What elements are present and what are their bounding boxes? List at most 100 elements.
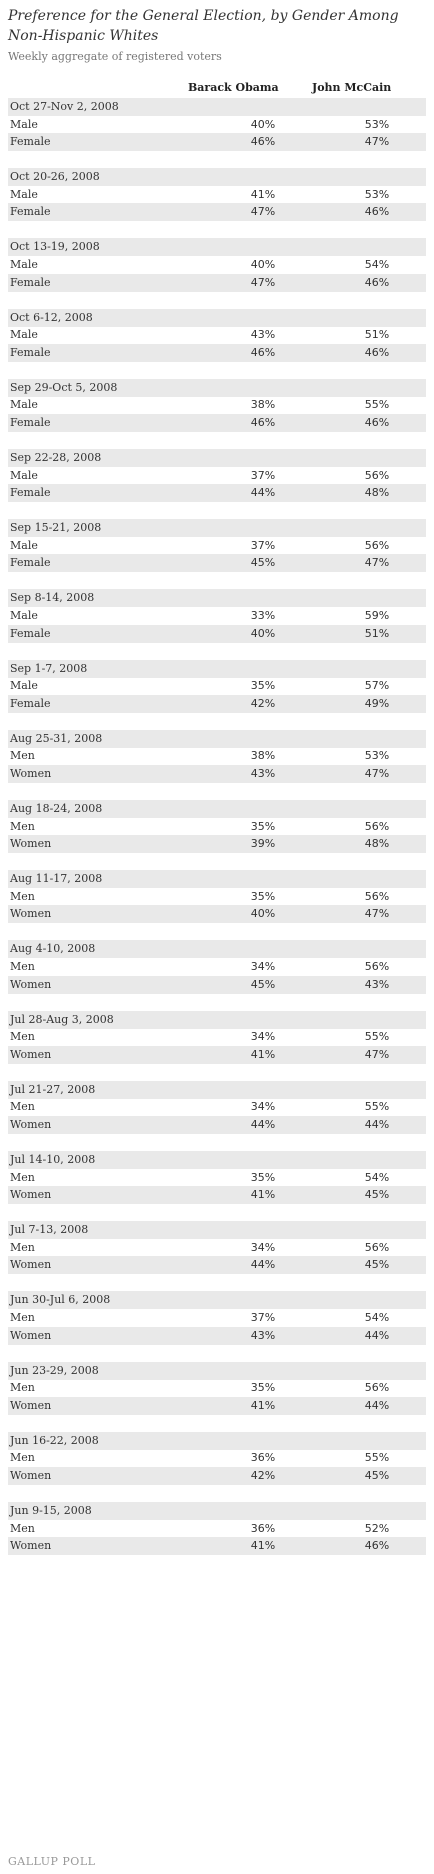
mccain-value: 43% (364, 977, 390, 991)
period-header-row: Sep 15-21, 2008 (8, 519, 426, 538)
mccain-value: 54% (364, 1170, 390, 1184)
group-label: Men (10, 889, 35, 903)
group-label: Male (10, 398, 38, 412)
table-row: Male 40% 53% (8, 116, 426, 134)
period-header-row: Jul 28-Aug 3, 2008 (8, 1010, 426, 1029)
period-label: Jul 14-10, 2008 (10, 1153, 96, 1166)
mccain-value: 53% (364, 117, 390, 131)
group-label: Men (10, 1521, 35, 1535)
period-header-row: Sep 1-7, 2008 (8, 659, 426, 678)
period-header-row: Aug 11-17, 2008 (8, 870, 426, 889)
mccain-value: 46% (364, 275, 390, 289)
mccain-value: 47% (364, 907, 390, 921)
group-label: Women (10, 837, 52, 851)
group-label: Male (10, 538, 38, 552)
mccain-value: 47% (364, 556, 390, 570)
group-label: Male (10, 117, 38, 131)
mccain-value: 57% (364, 679, 390, 693)
table-row: Women 41% 46% (8, 1537, 426, 1556)
group-label: Male (10, 258, 38, 271)
mccain-value: 46% (364, 205, 390, 219)
mccain-value: 48% (364, 486, 390, 500)
table-row: Men 34% 56% (8, 1239, 426, 1257)
mccain-value: 51% (364, 626, 390, 640)
mccain-value: 47% (364, 1047, 390, 1061)
group-label: Women (10, 1258, 52, 1272)
period-header-row: Jul 14-10, 2008 (8, 1151, 426, 1169)
mccain-value: 56% (364, 960, 390, 973)
obama-value: 36% (250, 1451, 276, 1465)
table-row: Women 42% 45% (8, 1467, 426, 1485)
chart-subtitle: Weekly aggregate of registered voters (8, 50, 222, 63)
chart-title: Preference for the General Election, by … (8, 8, 399, 44)
table-row: Male 38% 55% (8, 396, 426, 414)
obama-value: 41% (250, 1188, 276, 1202)
group-label: Female (10, 696, 51, 710)
mccain-value: 56% (364, 1381, 390, 1395)
group-label: Women (10, 1328, 52, 1342)
group-label: Female (10, 626, 51, 640)
group-label: Women (10, 767, 52, 780)
group-label: Men (10, 819, 35, 833)
group-label: Male (10, 328, 38, 342)
mccain-value: 46% (364, 1539, 390, 1553)
group-label: Women (10, 1047, 52, 1061)
period-header-row: Jun 23-29, 2008 (8, 1361, 426, 1380)
period-label: Sep 29-Oct 5, 2008 (10, 380, 118, 394)
mccain-value: 45% (364, 1258, 390, 1272)
table-row: Female 44% 48% (8, 484, 426, 503)
mccain-value: 46% (364, 345, 390, 359)
period-label: Oct 6-12, 2008 (10, 310, 93, 324)
table-row: Female 46% 47% (8, 133, 426, 152)
period-header-row: Oct 27-Nov 2, 2008 (8, 98, 426, 116)
table-row: Male 33% 59% (8, 607, 426, 625)
mccain-value: 45% (364, 1469, 390, 1482)
period-header-row: Sep 8-14, 2008 (8, 589, 426, 608)
table-row: Female 46% 46% (8, 414, 426, 432)
group-label: Female (10, 205, 51, 219)
gallup-poll-logo: GALLUP POLL (8, 1855, 96, 1868)
period-header-row: Oct 20-26, 2008 (8, 168, 426, 187)
period-label: Aug 18-24, 2008 (10, 802, 103, 815)
obama-value: 43% (250, 328, 276, 342)
obama-value: 37% (250, 538, 276, 552)
mccain-value: 56% (364, 538, 390, 552)
table-row: Women 44% 45% (8, 1256, 426, 1275)
obama-value: 43% (250, 1328, 276, 1342)
mccain-value: 55% (364, 1030, 390, 1044)
group-label: Women (10, 1188, 52, 1202)
mccain-value: 44% (364, 1328, 390, 1342)
group-label: Men (10, 1030, 35, 1044)
obama-value: 41% (250, 187, 276, 201)
period-header-row: Jun 9-15, 2008 (8, 1502, 426, 1520)
column-header-mccain: John McCain (312, 81, 392, 94)
period-label: Sep 15-21, 2008 (10, 521, 102, 535)
period-header-row: Jul 21-27, 2008 (8, 1080, 426, 1099)
period-header-row: Aug 18-24, 2008 (8, 800, 426, 818)
group-label: Women (10, 1469, 52, 1482)
mccain-value: 54% (364, 1311, 390, 1324)
obama-value: 37% (250, 468, 276, 482)
table-row: Men 36% 55% (8, 1449, 426, 1467)
period-label: Aug 4-10, 2008 (10, 942, 96, 956)
obama-value: 46% (250, 345, 276, 359)
group-label: Female (10, 135, 51, 149)
period-header-row: Jul 7-13, 2008 (8, 1221, 426, 1240)
table-row: Women 41% 45% (8, 1186, 426, 1205)
mccain-value: 45% (364, 1188, 390, 1202)
obama-value: 39% (250, 837, 276, 851)
mccain-value: 56% (364, 1240, 390, 1254)
obama-value: 34% (250, 1100, 276, 1114)
table-row: Men 34% 55% (8, 1028, 426, 1046)
period-label: Oct 13-19, 2008 (10, 240, 100, 254)
mccain-value: 49% (364, 696, 390, 710)
column-header-obama: Barack Obama (188, 81, 279, 94)
table-row: Women 43% 44% (8, 1326, 426, 1345)
group-label: Men (10, 1240, 35, 1254)
mccain-value: 55% (364, 1100, 390, 1114)
obama-value: 41% (250, 1398, 276, 1412)
table-row: Men 35% 54% (8, 1169, 426, 1187)
mccain-value: 48% (364, 837, 390, 851)
group-label: Men (10, 1100, 35, 1114)
period-label: Jun 9-15, 2008 (10, 1504, 92, 1517)
